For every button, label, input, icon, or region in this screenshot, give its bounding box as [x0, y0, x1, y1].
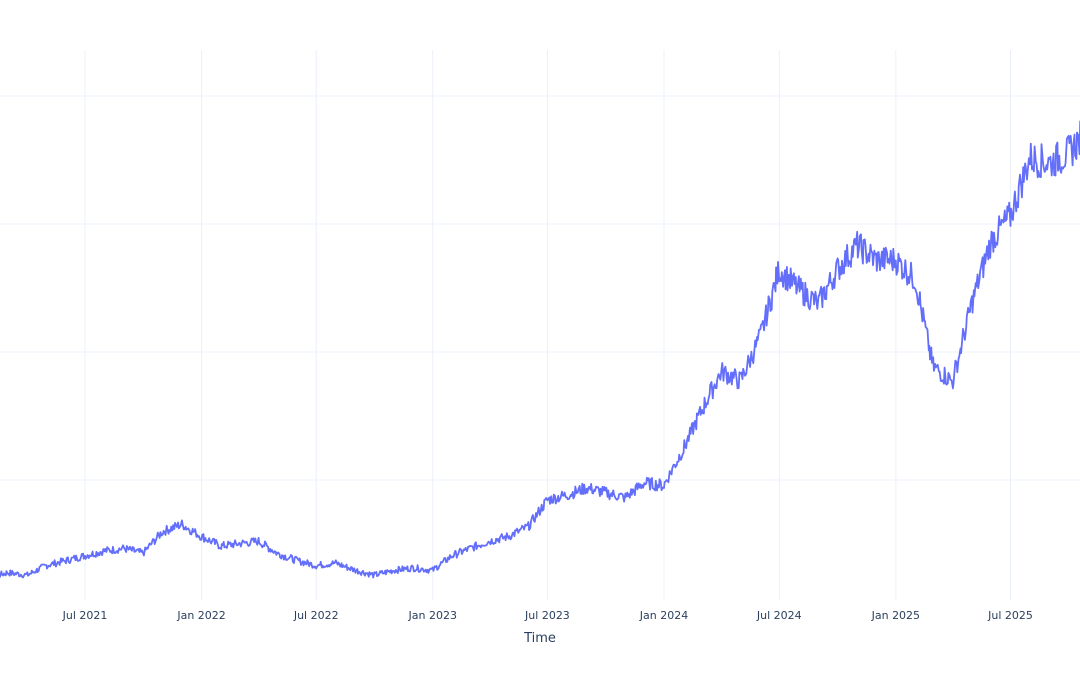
- x-axis-title: Time: [523, 631, 556, 646]
- x-tick-label: Jul 2025: [987, 609, 1033, 622]
- x-tick-label: Jan 2024: [639, 609, 688, 622]
- x-tick-label: Jan 2023: [408, 609, 457, 622]
- series-line: [0, 120, 1080, 579]
- x-tick-label: Jan 2025: [871, 609, 920, 622]
- x-tick-label: Jul 2022: [293, 609, 339, 622]
- x-tick-label: Jul 2023: [524, 609, 570, 622]
- x-tick-label: Jul 2024: [756, 609, 802, 622]
- gridlines: [0, 50, 1080, 600]
- x-tick-label: Jan 2022: [176, 609, 225, 622]
- x-tick-label: Jul 2021: [62, 609, 108, 622]
- x-axis-ticks: Jul 2021 Jan 2022 Jul 2022 Jan 2023 Jul 2023…: [62, 609, 1033, 622]
- series-layer: [0, 120, 1080, 579]
